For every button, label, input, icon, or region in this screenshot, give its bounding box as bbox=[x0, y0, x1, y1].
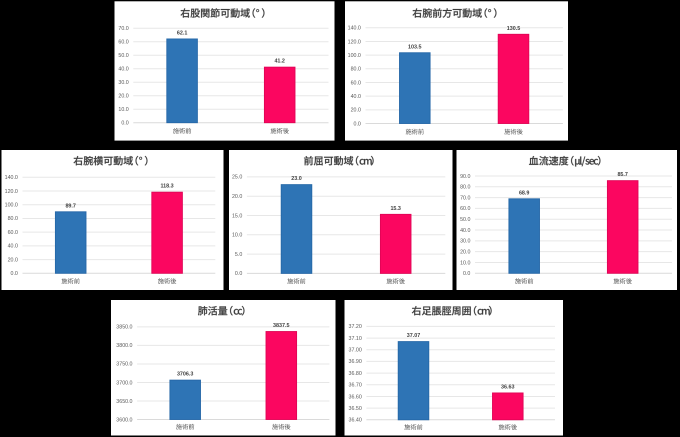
svg-text:20.0: 20.0 bbox=[8, 257, 18, 263]
svg-text:70.0: 70.0 bbox=[118, 26, 128, 32]
svg-text:36.60: 36.60 bbox=[349, 394, 362, 400]
svg-text:118.3: 118.3 bbox=[160, 184, 173, 190]
svg-text:20.0: 20.0 bbox=[351, 108, 361, 114]
svg-text:30.0: 30.0 bbox=[118, 80, 128, 86]
svg-text:68.9: 68.9 bbox=[519, 190, 530, 196]
svg-text:15.3: 15.3 bbox=[390, 206, 401, 212]
svg-text:3750.0: 3750.0 bbox=[116, 362, 132, 368]
svg-text:100.0: 100.0 bbox=[5, 203, 18, 209]
svg-text:140.0: 140.0 bbox=[5, 175, 18, 181]
svg-text:36.90: 36.90 bbox=[349, 359, 362, 365]
svg-text:62.1: 62.1 bbox=[177, 30, 188, 36]
svg-text:0.0: 0.0 bbox=[11, 271, 18, 277]
svg-text:37.20: 37.20 bbox=[349, 324, 362, 330]
svg-text:10.0: 10.0 bbox=[232, 233, 242, 239]
svg-text:36.40: 36.40 bbox=[349, 418, 362, 424]
svg-text:37.00: 37.00 bbox=[349, 348, 362, 354]
svg-text:25.0: 25.0 bbox=[232, 175, 242, 181]
svg-text:0.0: 0.0 bbox=[463, 271, 470, 277]
svg-text:40.0: 40.0 bbox=[460, 228, 470, 234]
svg-text:80.0: 80.0 bbox=[351, 67, 361, 73]
svg-text:103.5: 103.5 bbox=[408, 44, 422, 50]
svg-text:60.0: 60.0 bbox=[118, 40, 128, 46]
svg-text:130.5: 130.5 bbox=[507, 26, 521, 32]
svg-text:80.0: 80.0 bbox=[8, 216, 18, 222]
svg-text:90.0: 90.0 bbox=[460, 174, 470, 180]
svg-text:3700.0: 3700.0 bbox=[116, 380, 132, 386]
svg-text:85.7: 85.7 bbox=[617, 172, 628, 178]
svg-text:41.2: 41.2 bbox=[274, 59, 285, 65]
svg-text:60.0: 60.0 bbox=[460, 206, 470, 212]
svg-text:3837.5: 3837.5 bbox=[273, 323, 290, 329]
svg-text:60.0: 60.0 bbox=[8, 230, 18, 236]
svg-text:0.0: 0.0 bbox=[235, 271, 242, 277]
svg-text:3850.0: 3850.0 bbox=[116, 325, 132, 331]
svg-text:140.0: 140.0 bbox=[348, 26, 361, 32]
svg-text:10.0: 10.0 bbox=[460, 260, 470, 266]
svg-text:40.0: 40.0 bbox=[351, 94, 361, 100]
svg-text:100.0: 100.0 bbox=[348, 53, 361, 59]
svg-text:50.0: 50.0 bbox=[460, 217, 470, 223]
svg-text:36.63: 36.63 bbox=[501, 384, 515, 390]
svg-text:20.0: 20.0 bbox=[232, 194, 242, 200]
svg-text:80.0: 80.0 bbox=[460, 185, 470, 191]
svg-text:0.0: 0.0 bbox=[354, 121, 361, 127]
svg-text:36.70: 36.70 bbox=[349, 383, 362, 389]
svg-text:120.0: 120.0 bbox=[348, 39, 361, 45]
svg-text:37.07: 37.07 bbox=[407, 333, 421, 339]
svg-text:23.0: 23.0 bbox=[291, 176, 302, 182]
svg-text:60.0: 60.0 bbox=[351, 80, 361, 86]
svg-text:30.0: 30.0 bbox=[460, 239, 470, 245]
svg-text:89.7: 89.7 bbox=[65, 203, 76, 209]
svg-text:50.0: 50.0 bbox=[118, 53, 128, 59]
svg-text:40.0: 40.0 bbox=[118, 67, 128, 73]
svg-text:40.0: 40.0 bbox=[8, 244, 18, 250]
svg-text:5.0: 5.0 bbox=[235, 252, 242, 258]
svg-text:3800.0: 3800.0 bbox=[116, 343, 132, 349]
svg-text:3706.3: 3706.3 bbox=[177, 372, 194, 378]
svg-text:36.80: 36.80 bbox=[349, 371, 362, 377]
svg-text:20.0: 20.0 bbox=[118, 94, 128, 100]
svg-text:120.0: 120.0 bbox=[5, 189, 18, 195]
svg-text:10.0: 10.0 bbox=[118, 107, 128, 113]
svg-text:3650.0: 3650.0 bbox=[116, 399, 132, 405]
svg-text:20.0: 20.0 bbox=[460, 249, 470, 255]
svg-text:3600.0: 3600.0 bbox=[116, 417, 132, 423]
svg-text:70.0: 70.0 bbox=[460, 195, 470, 201]
svg-text:15.0: 15.0 bbox=[232, 213, 242, 219]
svg-text:36.50: 36.50 bbox=[349, 406, 362, 412]
svg-text:37.10: 37.10 bbox=[349, 336, 362, 342]
svg-text:0.0: 0.0 bbox=[121, 121, 128, 127]
